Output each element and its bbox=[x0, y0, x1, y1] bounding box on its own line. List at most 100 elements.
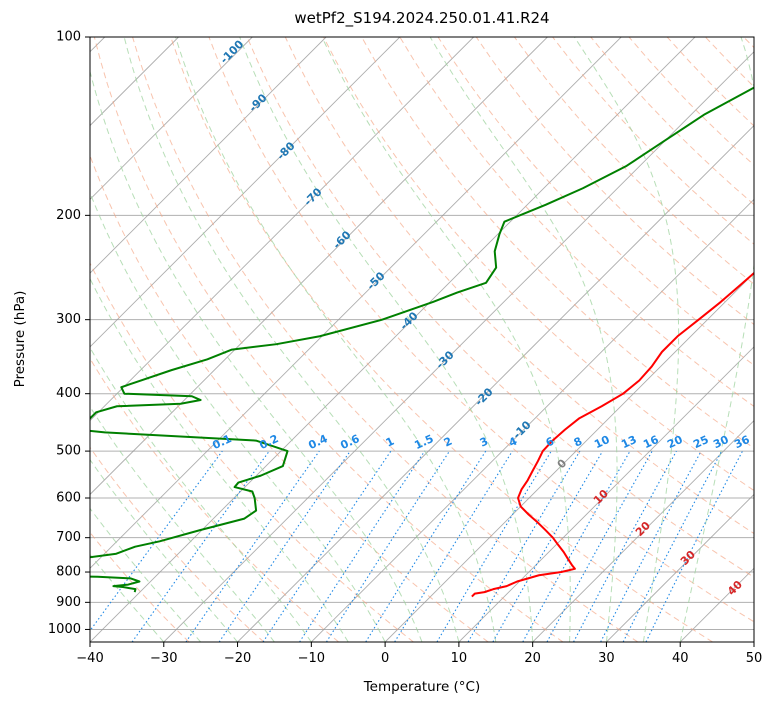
x-tick-label: 10 bbox=[451, 651, 468, 666]
isotherm-line bbox=[753, 641, 754, 642]
mixing-ratio-line bbox=[522, 450, 631, 642]
moist-adiabat-line bbox=[90, 507, 202, 642]
dry-adiabat-label: 40 bbox=[725, 578, 745, 598]
y-tick-label: 200 bbox=[56, 208, 81, 223]
y-tick-label: 800 bbox=[56, 565, 81, 580]
moist-adiabat-line bbox=[90, 191, 386, 642]
mixing-ratio-label: 10 bbox=[592, 433, 612, 451]
mixing-ratio-label: 13 bbox=[619, 433, 638, 451]
mixing-ratio-line bbox=[218, 450, 351, 642]
x-tick-label: 30 bbox=[598, 651, 615, 666]
mixing-ratio-line bbox=[299, 450, 426, 642]
y-tick-label: 700 bbox=[56, 530, 81, 545]
dry-adiabat-label: -70 bbox=[301, 185, 324, 208]
x-tick-label: 0 bbox=[381, 651, 389, 666]
moist-adiabat-line bbox=[90, 277, 349, 642]
isotherm-line bbox=[90, 37, 548, 496]
mixing-ratio-label: 0.6 bbox=[338, 432, 361, 452]
dry-adiabat-label: -100 bbox=[218, 37, 247, 66]
dry-adiabat-label: 20 bbox=[633, 519, 653, 539]
dry-adiabats bbox=[90, 37, 754, 642]
x-tick-label: −30 bbox=[150, 651, 177, 666]
moist-adiabat-line bbox=[429, 37, 618, 642]
mixing-ratio-line bbox=[645, 450, 743, 642]
moist-adiabat-line bbox=[90, 553, 165, 642]
moist-adiabat-line bbox=[321, 37, 571, 642]
x-axis: −40 −30 −20 −10 0 10 20 30 40 50 bbox=[76, 642, 762, 666]
isotherm-line bbox=[237, 124, 754, 642]
dry-adiabat-line bbox=[475, 37, 754, 326]
mixing-ratio-line bbox=[600, 450, 702, 642]
mixing-ratio-line bbox=[131, 450, 270, 642]
mixing-ratio-line bbox=[90, 450, 223, 632]
plot-frame bbox=[89, 36, 755, 643]
moist-adiabat-line bbox=[239, 37, 534, 642]
x-tick-label: 40 bbox=[672, 651, 689, 666]
mixing-ratio-line bbox=[325, 450, 450, 642]
dry-adiabat-line bbox=[399, 37, 754, 408]
dry-adiabat-line bbox=[323, 37, 754, 492]
mixing-ratio-label: 0.1 bbox=[210, 432, 233, 452]
x-tick-label: −40 bbox=[76, 651, 103, 666]
dry-adiabat-line bbox=[90, 262, 414, 642]
mixing-ratio-line bbox=[394, 450, 513, 642]
isotherm-line bbox=[532, 420, 754, 642]
dry-adiabat-line bbox=[93, 37, 564, 642]
isotherm-line bbox=[458, 346, 754, 642]
x-tick-label: −20 bbox=[224, 651, 251, 666]
y-tick-label: 1000 bbox=[48, 622, 81, 637]
mixing-ratio-line bbox=[262, 450, 392, 642]
x-tick-label: 50 bbox=[746, 651, 763, 666]
isotherm-line bbox=[90, 37, 696, 642]
mixing-ratio-label: 2 bbox=[442, 435, 454, 450]
dry-adiabat-line bbox=[743, 37, 754, 49]
temperature-line bbox=[471, 271, 754, 598]
moist-adiabat-line bbox=[90, 346, 312, 642]
isotherm-line bbox=[311, 198, 754, 642]
mixing-ratio-label: 1.5 bbox=[412, 432, 435, 452]
series-layer bbox=[90, 86, 754, 598]
moist-adiabat-line bbox=[175, 37, 497, 642]
isotherm-line bbox=[606, 493, 754, 642]
moist-adiabat-line bbox=[573, 37, 680, 642]
dry-adiabat-line bbox=[361, 37, 754, 449]
dewpoint-line bbox=[90, 86, 754, 593]
dry-adiabat-line bbox=[437, 37, 754, 366]
dry-adiabat-line bbox=[208, 37, 754, 623]
mixing-ratio-line bbox=[185, 450, 320, 642]
dry-adiabat-label: -90 bbox=[246, 91, 269, 114]
x-tick-label: −10 bbox=[298, 651, 325, 666]
chart-title: wetPf2_S194.2024.250.01.41.R24 bbox=[294, 9, 550, 27]
dry-adiabat-line bbox=[284, 37, 754, 535]
isotherm-line bbox=[384, 272, 754, 642]
dry-adiabat-line bbox=[246, 37, 754, 578]
mixing-ratio-lines bbox=[90, 450, 743, 642]
dry-adiabat-label: 30 bbox=[678, 548, 698, 568]
moist-adiabats bbox=[90, 37, 754, 642]
isotherm-line bbox=[90, 37, 327, 274]
isotherm-line bbox=[90, 37, 401, 348]
mixing-ratio-label: 30 bbox=[711, 433, 731, 451]
mixing-ratio-label: 16 bbox=[641, 433, 661, 451]
dry-adiabat-line bbox=[628, 37, 754, 166]
x-axis-label: Temperature (°C) bbox=[363, 679, 481, 695]
mixing-ratio-label: 0.2 bbox=[257, 432, 280, 452]
y-tick-label: 300 bbox=[56, 312, 81, 327]
moist-adiabat-line bbox=[90, 458, 238, 642]
y-tick-label: 500 bbox=[56, 444, 81, 459]
x-tick-label: 20 bbox=[524, 651, 541, 666]
y-axis: 100 200 300 400 500 600 700 800 900 1000 bbox=[48, 30, 90, 637]
dry-adiabat-line bbox=[90, 531, 190, 642]
mixing-ratio-label: 25 bbox=[691, 433, 710, 451]
mixing-ratio-line bbox=[436, 450, 552, 642]
mixing-ratio-line bbox=[467, 450, 581, 642]
dry-adiabat-line bbox=[552, 37, 754, 245]
mixing-ratio-label: 36 bbox=[732, 433, 752, 451]
isotherm-line bbox=[679, 567, 754, 642]
dry-adiabat-label: -20 bbox=[472, 385, 495, 408]
dry-adiabat-line bbox=[514, 37, 754, 285]
y-tick-label: 400 bbox=[56, 386, 81, 401]
y-tick-label: 100 bbox=[56, 30, 81, 45]
